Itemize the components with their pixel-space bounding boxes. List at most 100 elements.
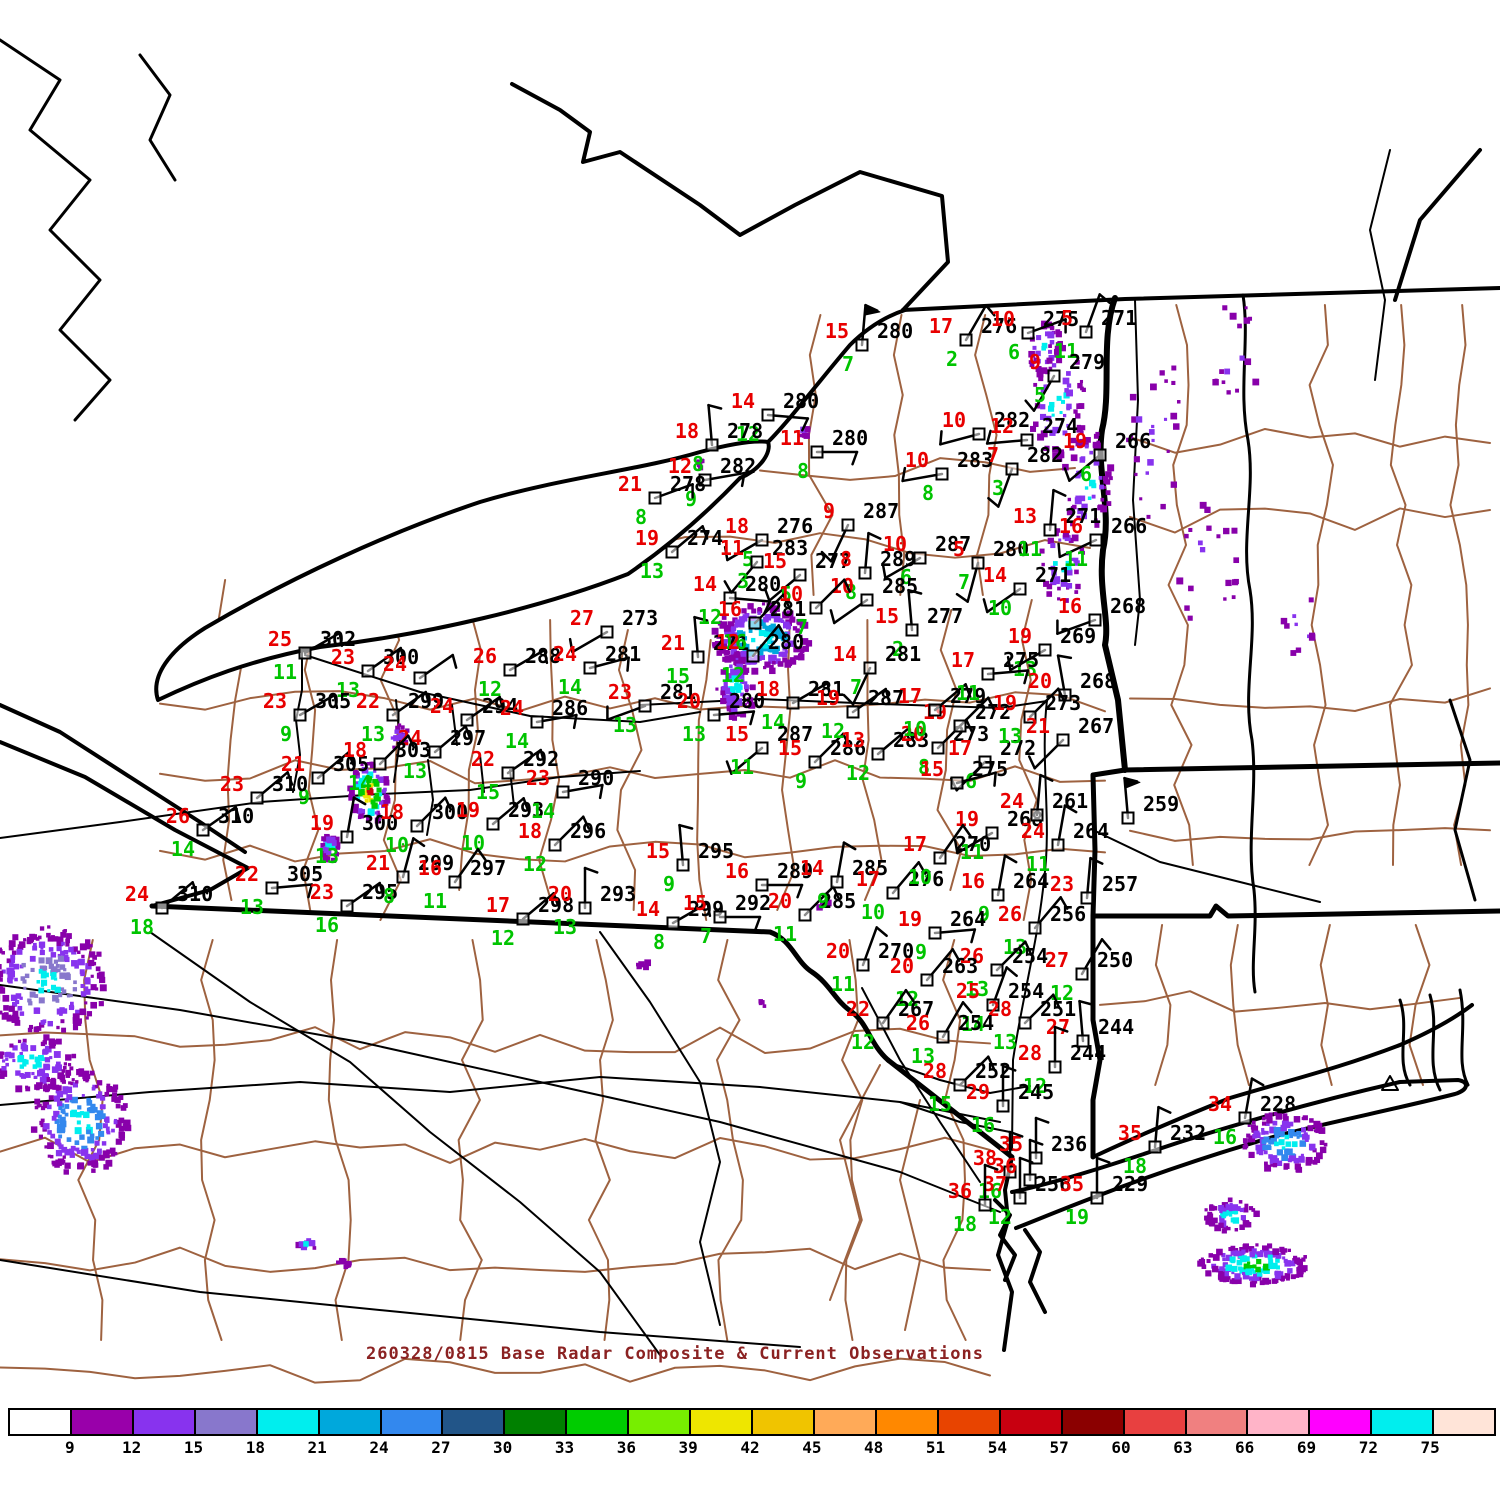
- station-pressure: 310: [272, 772, 308, 796]
- station-pressure: 287: [935, 532, 971, 556]
- station-temperature: 22: [356, 689, 380, 713]
- station-marker: [691, 650, 705, 664]
- station-dewpoint: 13: [1003, 935, 1027, 959]
- station-pressure: 280: [993, 537, 1029, 561]
- station-plot: 16 289: [725, 859, 813, 899]
- station-marker: [361, 664, 375, 678]
- station-temperature: 15: [763, 549, 787, 573]
- station-plot: 20 280 13: [677, 689, 765, 746]
- station-plot: 25 302 11: [268, 627, 356, 684]
- station-temperature: 16: [1058, 594, 1082, 618]
- station-plot: 27 273: [568, 606, 658, 654]
- station-pressure: 297: [470, 856, 506, 880]
- station-pressure: 300: [432, 800, 468, 824]
- station-dewpoint: 11: [730, 755, 754, 779]
- radar-echo-cluster: [336, 1257, 352, 1270]
- wind-barb: [678, 823, 685, 867]
- station-pressure: 299: [408, 689, 444, 713]
- station-temperature: 19: [456, 798, 480, 822]
- station-dewpoint: 10: [908, 865, 932, 889]
- colorbar-tick-label: 39: [678, 1438, 698, 1457]
- station-dewpoint: 16: [315, 913, 339, 937]
- colorbar-cell: [505, 1410, 568, 1434]
- station-dewpoint: 12: [846, 761, 870, 785]
- station-marker: [953, 1078, 967, 1092]
- station-plot: 15 277 2: [875, 588, 963, 661]
- station-dewpoint: 9: [663, 872, 675, 896]
- station-dewpoint: 3: [737, 569, 749, 593]
- station-plot: 20 268: [1028, 654, 1116, 702]
- station-pressure: 283: [772, 536, 808, 560]
- station-temperature: 14: [731, 389, 755, 413]
- station-plot: 5 280 7: [953, 537, 1029, 603]
- station-plot: 11 280 8: [780, 426, 868, 483]
- station-marker: [1088, 613, 1102, 627]
- station-dewpoint: 10: [988, 596, 1012, 620]
- station-pressure: 271: [1035, 563, 1071, 587]
- station-plot: 28 244 12: [1018, 1025, 1106, 1098]
- colorbar-cell: [133, 1410, 196, 1434]
- radar-echo-cluster: [320, 833, 341, 864]
- wind-barb: [561, 783, 604, 794]
- station-pressure: 281: [605, 642, 641, 666]
- station-pressure: 281: [808, 677, 844, 701]
- station-dewpoint: 9: [817, 889, 829, 913]
- station-pressure: 287: [863, 499, 899, 523]
- station-marker: [1121, 811, 1135, 825]
- station-marker: [556, 785, 570, 799]
- colorbar-cell: [1310, 1410, 1373, 1434]
- station-plot: 26 254 13: [906, 1001, 994, 1068]
- station-temperature: 17: [856, 867, 880, 891]
- radar-echo-cluster: [1039, 528, 1085, 603]
- station-pressure: 266: [1115, 429, 1151, 453]
- station-marker: [990, 963, 1004, 977]
- colorbar-tick-label: 33: [554, 1438, 575, 1457]
- colorbar-tick-label: 42: [740, 1438, 760, 1457]
- station-dewpoint: 9: [978, 902, 990, 926]
- station-pressure: 277: [927, 604, 963, 628]
- station-temperature: 19: [1063, 429, 1087, 453]
- station-temperature: 10: [883, 532, 907, 556]
- station-temperature: 17: [951, 648, 975, 672]
- station-plot: 23 305 9: [263, 689, 351, 746]
- station-marker: [1089, 533, 1103, 547]
- colorbar-cell: [938, 1410, 1001, 1434]
- station-dewpoint: 13: [361, 722, 385, 746]
- colorbar-cell: [443, 1410, 506, 1434]
- radar-echo-cluster: [390, 723, 410, 749]
- station-dewpoint: 9: [915, 940, 927, 964]
- station-temperature: 36: [993, 1154, 1017, 1178]
- station-marker: [373, 757, 387, 771]
- station-marker: [755, 533, 769, 547]
- station-pressure: 303: [395, 738, 431, 762]
- station-pressure: 279: [950, 684, 986, 708]
- station-marker: [971, 556, 985, 570]
- station-pressure: 299: [418, 851, 454, 875]
- station-plot: 17 270 10: [903, 823, 991, 889]
- station-plot: 20 293 13: [548, 866, 636, 939]
- station-temperature: 11: [780, 426, 804, 450]
- station-temperature: 16: [1059, 514, 1083, 538]
- station-temperature: 18: [380, 800, 404, 824]
- station-dewpoint: 13: [336, 678, 360, 702]
- radar-echo-cluster: [0, 925, 107, 1033]
- station-pressure: 298: [538, 893, 574, 917]
- station-plot: 22 267 12: [846, 988, 934, 1054]
- station-dewpoint: 7: [958, 570, 970, 594]
- station-marker: [746, 649, 760, 663]
- station-pressure: 297: [450, 726, 486, 750]
- station-temperature: 15: [825, 319, 849, 343]
- station-temperature: 20: [548, 882, 572, 906]
- station-temperature: 20: [1028, 669, 1052, 693]
- roads-rivers: [0, 149, 1477, 1356]
- colorbar-cell: [1248, 1410, 1311, 1434]
- station-pressure: 245: [1018, 1080, 1054, 1104]
- station-dewpoint: 15: [928, 1092, 952, 1116]
- station-dewpoint: 12: [851, 1030, 875, 1054]
- station-plot: 22 292 15: [471, 747, 559, 804]
- station-temperature: 13: [1013, 504, 1037, 528]
- station-plot: 22 299 13: [356, 689, 444, 746]
- station-dewpoint: 6: [1008, 340, 1020, 364]
- colorbar-cell: [1124, 1410, 1187, 1434]
